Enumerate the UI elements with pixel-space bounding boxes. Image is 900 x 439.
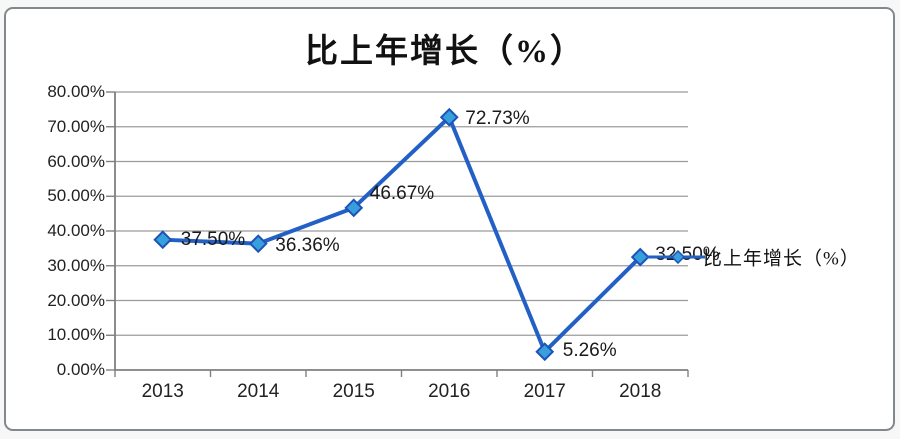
data-point-label: 72.73%	[465, 108, 530, 130]
data-point-label: 5.26%	[562, 339, 617, 361]
data-point-label: 46.67%	[369, 182, 435, 204]
y-axis-tick-label: 20.00%	[47, 290, 105, 310]
x-axis-tick-label: 2016	[428, 381, 471, 402]
data-point-label: 37.50%	[180, 228, 246, 250]
chart-title: 比上年增长（%）	[305, 34, 585, 70]
x-axis-tick-label: 2018	[619, 381, 662, 402]
y-axis-tick-label: 10.00%	[47, 325, 105, 345]
data-point-label: 32.50%	[655, 244, 720, 266]
y-axis-tick-label: 40.00%	[47, 221, 105, 240]
y-axis-tick-label: 30.00%	[47, 255, 105, 275]
x-axis-tick-label: 2015	[332, 381, 375, 402]
data-point-label: 36.36%	[275, 234, 340, 256]
y-axis-tick-label: 70.00%	[47, 116, 105, 136]
y-axis-tick-label: 0.00%	[56, 360, 105, 379]
x-axis-tick-label: 2013	[141, 381, 184, 402]
x-axis-tick-label: 2017	[523, 381, 566, 402]
y-axis-tick-label: 80.00%	[47, 82, 105, 101]
legend-label: 比上年增长（%）	[703, 248, 860, 270]
y-axis-tick-label: 60.00%	[47, 151, 105, 171]
legend-marker-icon	[647, 250, 705, 264]
x-axis-tick-label: 2014	[237, 381, 280, 402]
y-axis-tick-label: 50.00%	[47, 186, 105, 206]
